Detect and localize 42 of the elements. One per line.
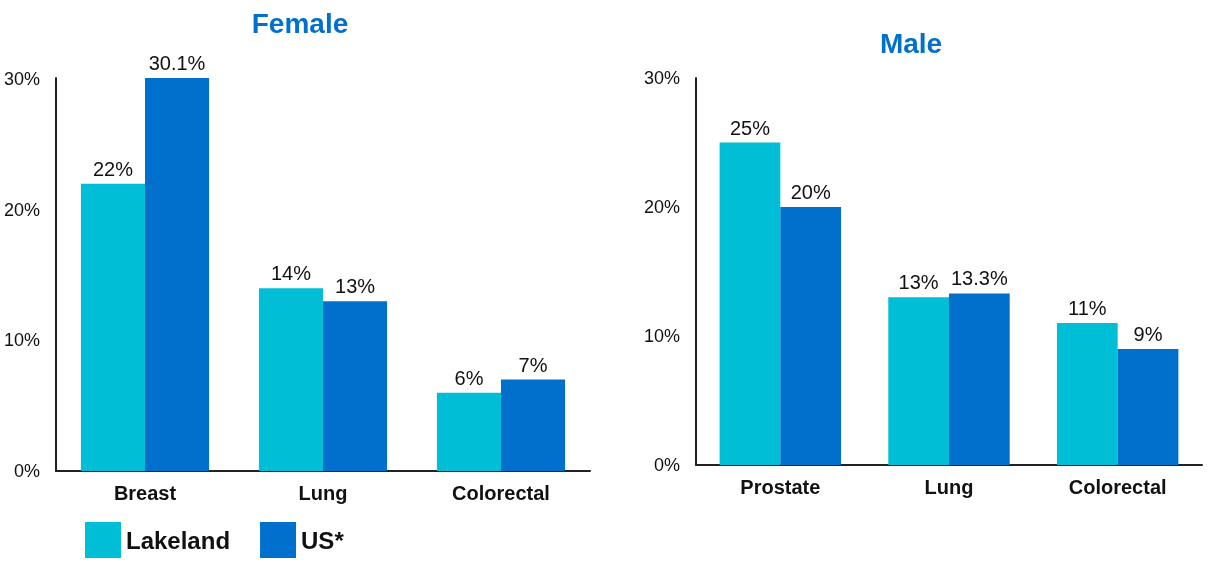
- x-tick-label: Prostate: [740, 476, 821, 498]
- bar: [501, 379, 566, 471]
- y-tick-label: 30%: [3, 69, 40, 90]
- legend-label: US*: [301, 526, 345, 554]
- y-tick-label: 20%: [3, 199, 40, 220]
- data-label: 6%: [454, 366, 484, 389]
- data-label: 7%: [518, 353, 548, 376]
- bar: [258, 288, 323, 471]
- data-label: 22%: [92, 157, 134, 180]
- data-label: 13.3%: [951, 267, 1008, 290]
- data-label: 11%: [1068, 297, 1107, 320]
- data-label: 9%: [1133, 322, 1163, 345]
- y-tick-label: 30%: [643, 68, 680, 88]
- data-label: 30.1%: [148, 52, 206, 74]
- legend-label: Lakeland: [126, 526, 231, 554]
- y-tick-label: 0%: [13, 461, 40, 481]
- bar: [780, 207, 842, 465]
- bar: [888, 297, 949, 465]
- y-tick-label: 20%: [643, 197, 680, 217]
- data-label: 25%: [729, 116, 771, 139]
- y-tick-label: 10%: [643, 326, 680, 346]
- bar: [80, 183, 145, 471]
- chart-title: Male: [879, 27, 943, 59]
- data-label: 13%: [335, 275, 376, 298]
- bar: [436, 392, 501, 471]
- data-label: 13%: [898, 271, 939, 294]
- x-tick-label: Breast: [113, 482, 177, 504]
- data-label: 20%: [790, 181, 831, 203]
- bar: [145, 78, 210, 471]
- x-tick-label: Lung: [924, 476, 974, 498]
- y-tick-label: 10%: [3, 330, 40, 351]
- x-tick-label: Colorectal: [452, 482, 550, 504]
- chart-title: Female: [251, 7, 349, 39]
- bar: [1117, 348, 1179, 465]
- y-tick-label: 0%: [653, 455, 680, 475]
- x-tick-label: Colorectal: [1068, 476, 1167, 498]
- data-label: 14%: [270, 262, 312, 285]
- bar: [323, 301, 388, 471]
- bar: [719, 142, 781, 465]
- bar: [1056, 323, 1118, 465]
- bar: [949, 293, 1010, 465]
- x-tick-label: Lung: [298, 482, 348, 504]
